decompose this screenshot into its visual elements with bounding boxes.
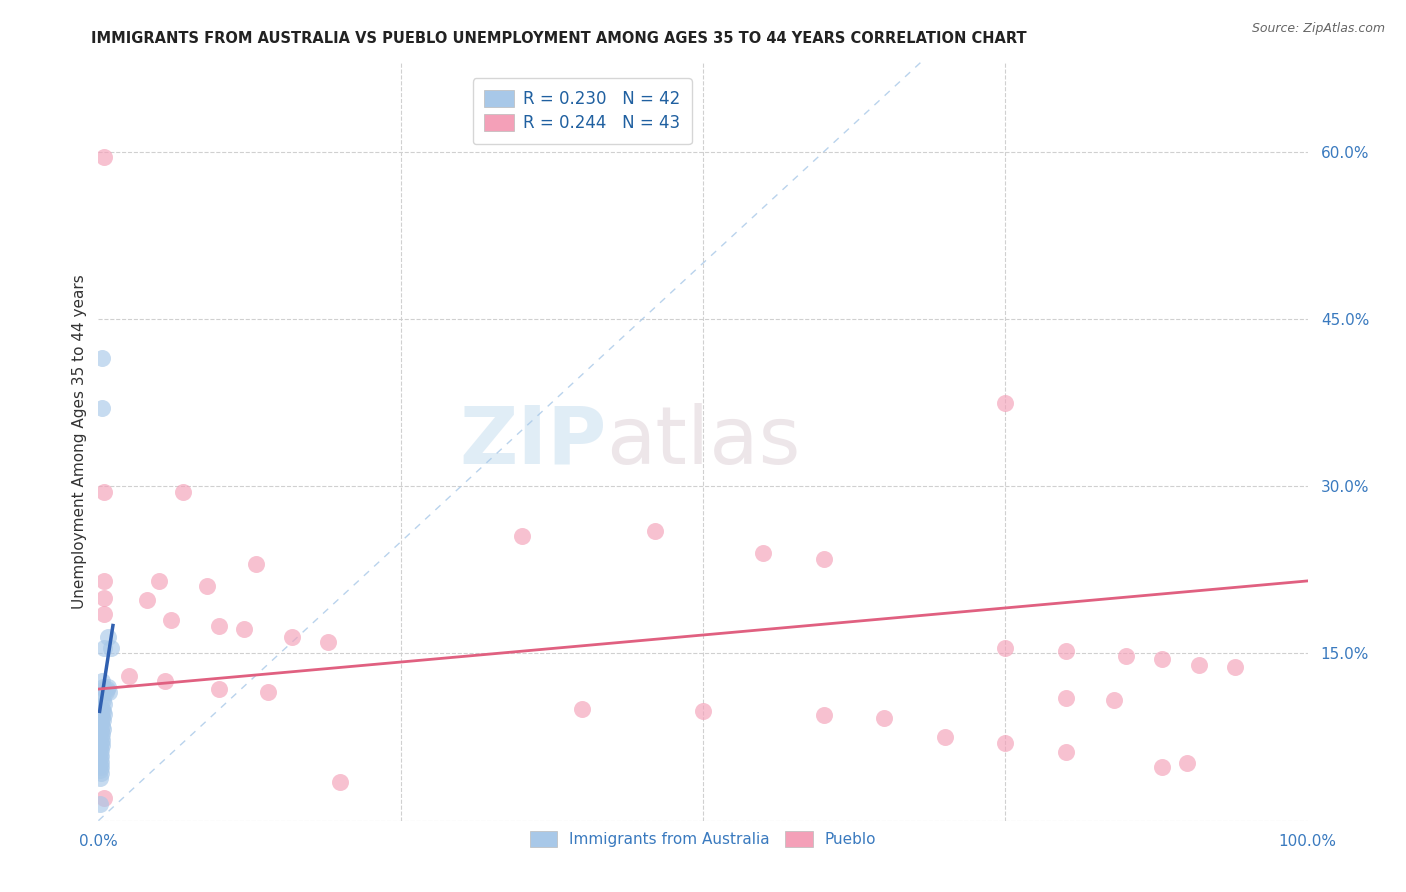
Point (1152, 760, 1174, 774)
Point (91, 719, 114, 733)
Point (510, 529, 533, 543)
Point (90, 755, 112, 769)
Point (91, 726, 114, 740)
Point (91, 674, 114, 689)
Point (91, 711, 114, 725)
Point (93, 697, 115, 711)
Point (934, 730, 956, 744)
Point (93, 607, 115, 622)
Point (994, 640, 1017, 655)
Point (172, 484, 194, 499)
Legend: Immigrants from Australia, Pueblo: Immigrants from Australia, Pueblo (522, 823, 884, 855)
Point (281, 630, 304, 644)
Point (1152, 652, 1174, 666)
Point (89, 764, 111, 778)
Point (994, 735, 1017, 749)
Text: Source: ZipAtlas.com: Source: ZipAtlas.com (1251, 22, 1385, 36)
Point (93, 574, 115, 588)
Point (91, 733, 114, 747)
Point (208, 618, 231, 632)
Point (1054, 744, 1077, 758)
Point (89, 752, 111, 766)
Point (91, 705, 114, 719)
Point (118, 669, 141, 683)
Text: IMMIGRANTS FROM AUSTRALIA VS PUEBLO UNEMPLOYMENT AMONG AGES 35 TO 44 YEARS CORRE: IMMIGRANTS FROM AUSTRALIA VS PUEBLO UNEM… (91, 31, 1026, 46)
Point (91, 351, 114, 365)
Point (90, 730, 112, 744)
Point (93, 591, 115, 605)
Point (90, 724, 112, 739)
Point (90, 760, 112, 774)
Point (89, 797, 111, 811)
Point (994, 395, 1017, 409)
Point (89, 741, 111, 756)
Point (93, 640, 115, 655)
Point (813, 707, 835, 722)
Point (91, 738, 114, 752)
Point (93, 706, 115, 721)
Point (135, 592, 157, 607)
Point (93, 150, 115, 164)
Point (90, 749, 112, 764)
Point (208, 682, 231, 697)
Point (1054, 644, 1077, 658)
Point (91, 714, 114, 728)
Y-axis label: Unemployment Among Ages 35 to 44 years: Unemployment Among Ages 35 to 44 years (72, 274, 87, 609)
Point (93, 682, 115, 697)
Point (89, 758, 111, 772)
Point (245, 557, 267, 572)
Point (232, 622, 254, 636)
Text: ZIP: ZIP (458, 402, 606, 481)
Point (1188, 657, 1211, 672)
Point (89, 771, 111, 786)
Point (571, 702, 593, 716)
Point (1102, 693, 1125, 707)
Point (692, 705, 714, 719)
Point (329, 774, 352, 789)
Text: atlas: atlas (606, 402, 800, 481)
Point (90, 707, 112, 722)
Point (90, 743, 112, 757)
Point (96, 682, 118, 697)
Point (90, 765, 112, 780)
Point (91, 693, 114, 707)
Point (98, 685, 121, 699)
Point (93, 791, 115, 805)
Point (93, 484, 115, 499)
Point (153, 674, 176, 689)
Point (873, 711, 896, 725)
Point (813, 551, 835, 566)
Point (97, 630, 120, 644)
Point (90, 735, 112, 749)
Point (90, 715, 112, 730)
Point (91, 690, 114, 705)
Point (91, 723, 114, 737)
Point (1175, 756, 1198, 770)
Point (1223, 660, 1246, 674)
Point (1054, 690, 1077, 705)
Point (91, 680, 114, 694)
Point (148, 574, 170, 588)
Point (160, 613, 183, 627)
Point (91, 702, 114, 716)
Point (94, 685, 117, 699)
Point (644, 524, 666, 538)
Point (752, 546, 775, 560)
Point (1115, 648, 1137, 663)
Point (97, 680, 120, 694)
Point (195, 580, 218, 594)
Point (89, 747, 111, 761)
Point (316, 635, 339, 649)
Point (100, 640, 122, 655)
Point (256, 685, 278, 699)
Point (91, 401, 114, 416)
